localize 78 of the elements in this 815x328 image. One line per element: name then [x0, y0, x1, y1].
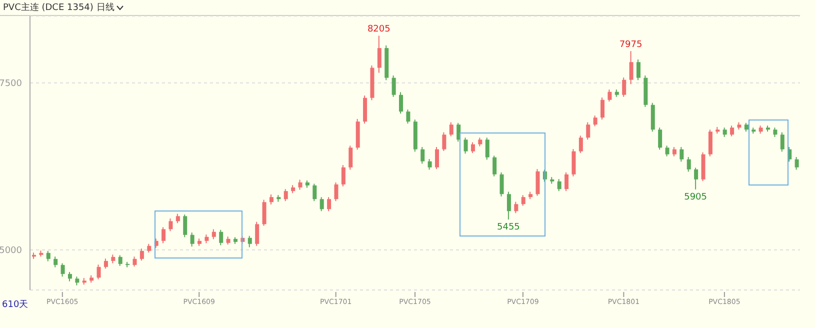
candlestick	[406, 109, 410, 124]
candlestick	[341, 164, 346, 187]
candlestick	[665, 145, 670, 157]
candlestick	[96, 264, 101, 280]
candlestick	[572, 148, 576, 177]
candlestick	[420, 146, 425, 164]
candlestick	[593, 115, 598, 127]
candlestick	[586, 122, 590, 140]
candlestick	[320, 196, 324, 212]
annotation: 7975	[619, 40, 642, 50]
candlestick	[442, 132, 446, 152]
candlestick	[708, 129, 712, 157]
candlestick	[269, 194, 274, 205]
candlestick	[722, 127, 727, 138]
candlestick	[392, 74, 396, 98]
candlestick	[183, 214, 188, 238]
candlestick	[449, 122, 454, 137]
candlestick	[470, 142, 475, 154]
candlestick	[434, 146, 439, 170]
candlestick	[672, 146, 676, 157]
candlestick	[284, 188, 288, 202]
candlestick	[578, 135, 583, 154]
candlestick	[794, 156, 799, 170]
candlestick	[780, 132, 784, 152]
candlestick	[694, 167, 698, 190]
y-tick-label: 7500	[0, 79, 22, 90]
candlestick	[485, 137, 490, 160]
candlestick	[464, 137, 468, 154]
annotation: 8205	[367, 24, 390, 35]
y-tick-label: 5000	[0, 246, 22, 256]
candlestick	[686, 156, 691, 172]
candlestick	[521, 194, 526, 206]
candlestick	[255, 221, 260, 246]
candlestick	[557, 178, 562, 192]
candlestick	[162, 226, 166, 244]
candlestick	[334, 182, 338, 202]
candlestick	[104, 258, 108, 270]
candlestick	[68, 271, 72, 282]
candlestick	[132, 256, 137, 268]
candlestick	[363, 95, 368, 124]
candlestick	[298, 179, 302, 190]
candlestick	[658, 127, 662, 150]
candlestick	[600, 97, 605, 120]
candlestick	[492, 155, 497, 177]
candlestick	[248, 235, 252, 248]
candlestick	[536, 168, 540, 196]
candlestick	[564, 172, 569, 192]
candlestick	[377, 35, 382, 74]
annotation: 5905	[684, 192, 708, 202]
candlestick	[312, 183, 317, 202]
annotation: 5455	[497, 222, 520, 232]
candlestick	[118, 254, 122, 266]
candlestick	[399, 92, 404, 114]
candlestick	[500, 172, 504, 197]
candlestick	[608, 89, 612, 102]
candlestick	[54, 256, 58, 268]
candlestick	[730, 125, 734, 137]
candlestick	[262, 199, 266, 226]
candlestick	[680, 146, 684, 162]
candlestick	[327, 196, 332, 212]
candlestick	[622, 76, 626, 98]
candlestick	[60, 262, 65, 278]
candlestick	[428, 158, 432, 170]
candlestick	[636, 58, 640, 81]
candlestick	[348, 145, 353, 170]
candlestick	[219, 229, 224, 246]
candlestick	[140, 248, 144, 262]
candlestick	[514, 201, 518, 214]
candlestick	[190, 232, 194, 248]
candlestick	[168, 218, 173, 232]
candlestick	[506, 191, 511, 220]
text: 610天	[2, 299, 28, 311]
chart-title: PVC主连 (DCE 1354) 日线	[3, 2, 114, 14]
candlestick	[46, 250, 50, 262]
candlestick	[629, 50, 634, 85]
candlestick	[212, 228, 216, 240]
candlestick	[176, 213, 180, 224]
candlestick	[773, 127, 778, 138]
